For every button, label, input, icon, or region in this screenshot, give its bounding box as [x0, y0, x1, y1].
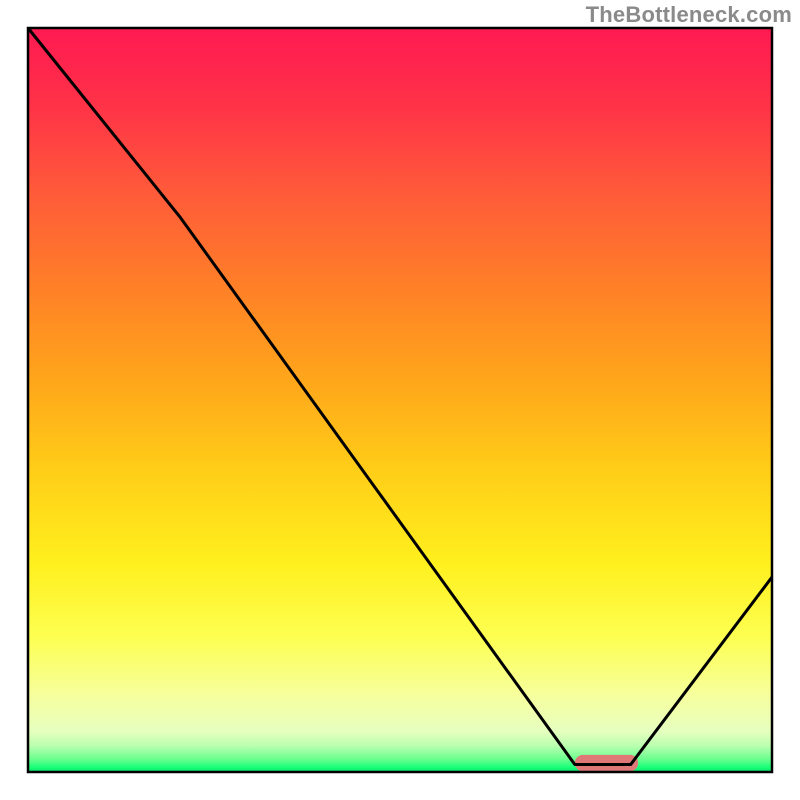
bottleneck-chart	[0, 0, 800, 800]
chart-container: TheBottleneck.com	[0, 0, 800, 800]
plot-area-gradient	[28, 28, 772, 772]
watermark-label: TheBottleneck.com	[586, 2, 792, 28]
